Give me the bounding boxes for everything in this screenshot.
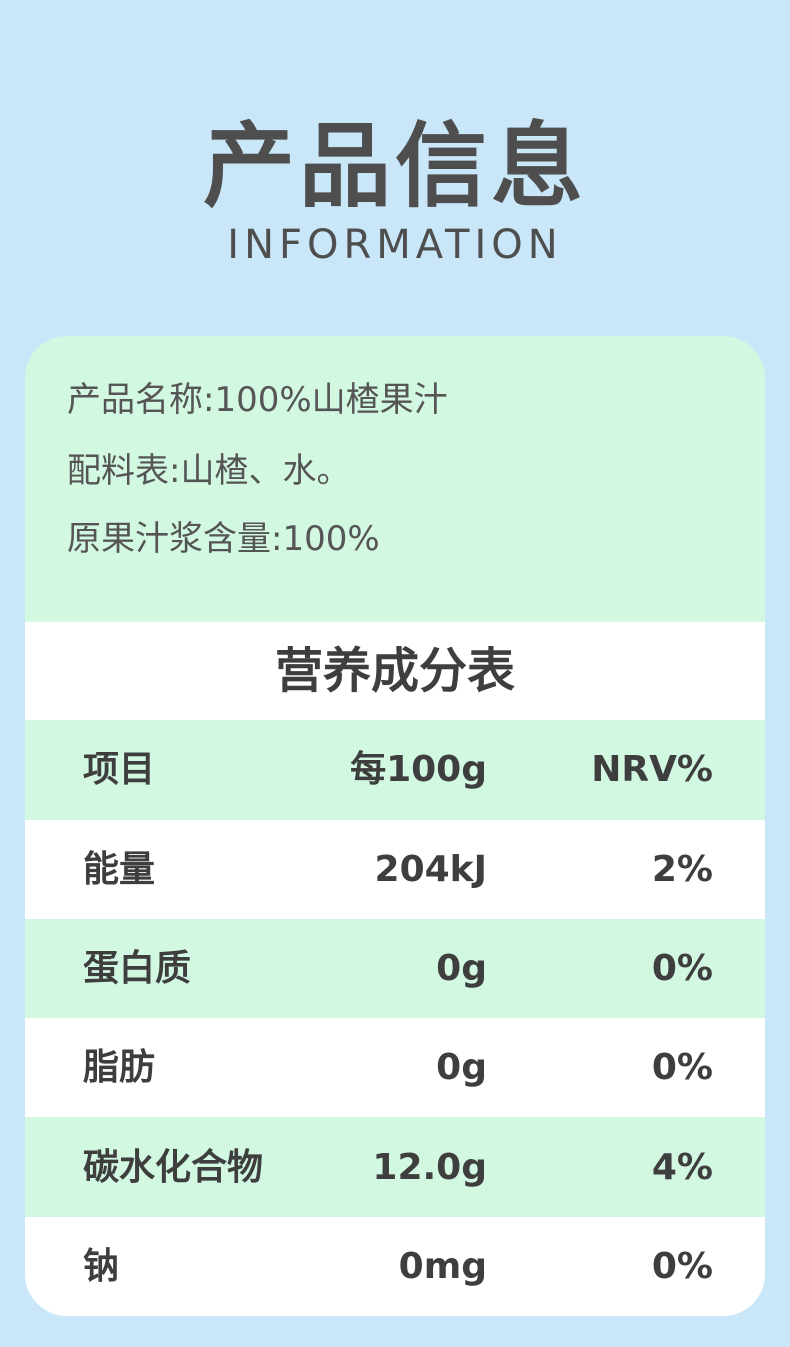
cell-value: 0g bbox=[436, 1047, 487, 1088]
table-row: 能量 204kJ 2% bbox=[25, 820, 765, 919]
nutrition-table-title: 营养成分表 bbox=[25, 622, 765, 721]
cell-nrv: 4% bbox=[651, 1147, 713, 1188]
cell-nrv: 0% bbox=[651, 948, 713, 989]
product-name: 产品名称:100%山楂果汁 bbox=[67, 380, 448, 420]
ingredients: 配料表:山楂、水。 bbox=[67, 451, 351, 491]
juice-content: 原果汁浆含量:100% bbox=[67, 519, 380, 559]
cell-value: 204kJ bbox=[374, 849, 487, 890]
table-header: 项目 每100g NRV% bbox=[25, 720, 765, 819]
header-item: 项目 bbox=[83, 749, 156, 790]
cell-nrv: 0% bbox=[651, 1246, 713, 1287]
cell-value: 0g bbox=[436, 948, 487, 989]
page-title: 产品信息 bbox=[202, 113, 587, 220]
cell-item: 脂肪 bbox=[83, 1047, 156, 1088]
header-nrv: NRV% bbox=[591, 749, 713, 790]
table-row: 碳水化合物 12.0g 4% bbox=[25, 1118, 765, 1217]
cell-item: 能量 bbox=[83, 849, 156, 890]
info-card: 产品名称:100%山楂果汁 配料表:山楂、水。 原果汁浆含量:100% 营养成分… bbox=[25, 336, 765, 1316]
table-row: 蛋白质 0g 0% bbox=[25, 919, 765, 1018]
table-row: 钠 0mg 0% bbox=[25, 1217, 765, 1316]
table-row: 脂肪 0g 0% bbox=[25, 1018, 765, 1117]
cell-nrv: 0% bbox=[651, 1047, 713, 1088]
cell-value: 12.0g bbox=[372, 1147, 487, 1188]
header-per100g: 每100g bbox=[350, 749, 487, 790]
cell-item: 碳水化合物 bbox=[83, 1147, 264, 1188]
page-subtitle: INFORMATION bbox=[227, 222, 563, 268]
cell-item: 钠 bbox=[83, 1246, 120, 1287]
cell-item: 蛋白质 bbox=[83, 948, 192, 989]
cell-nrv: 2% bbox=[651, 849, 713, 890]
cell-value: 0mg bbox=[398, 1246, 487, 1287]
